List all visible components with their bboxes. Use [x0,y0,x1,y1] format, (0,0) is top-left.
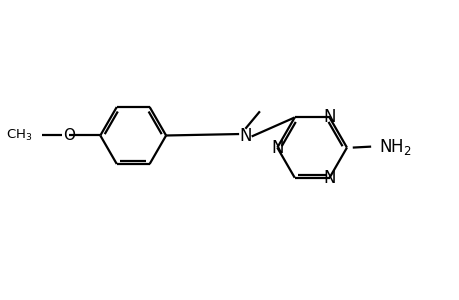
Text: N: N [239,128,251,146]
Text: N: N [323,108,335,126]
Text: CH$_3$: CH$_3$ [6,128,32,143]
Text: O: O [63,128,75,143]
Text: N: N [323,169,335,187]
Text: NH$_2$: NH$_2$ [379,136,411,157]
Text: N: N [270,139,283,157]
